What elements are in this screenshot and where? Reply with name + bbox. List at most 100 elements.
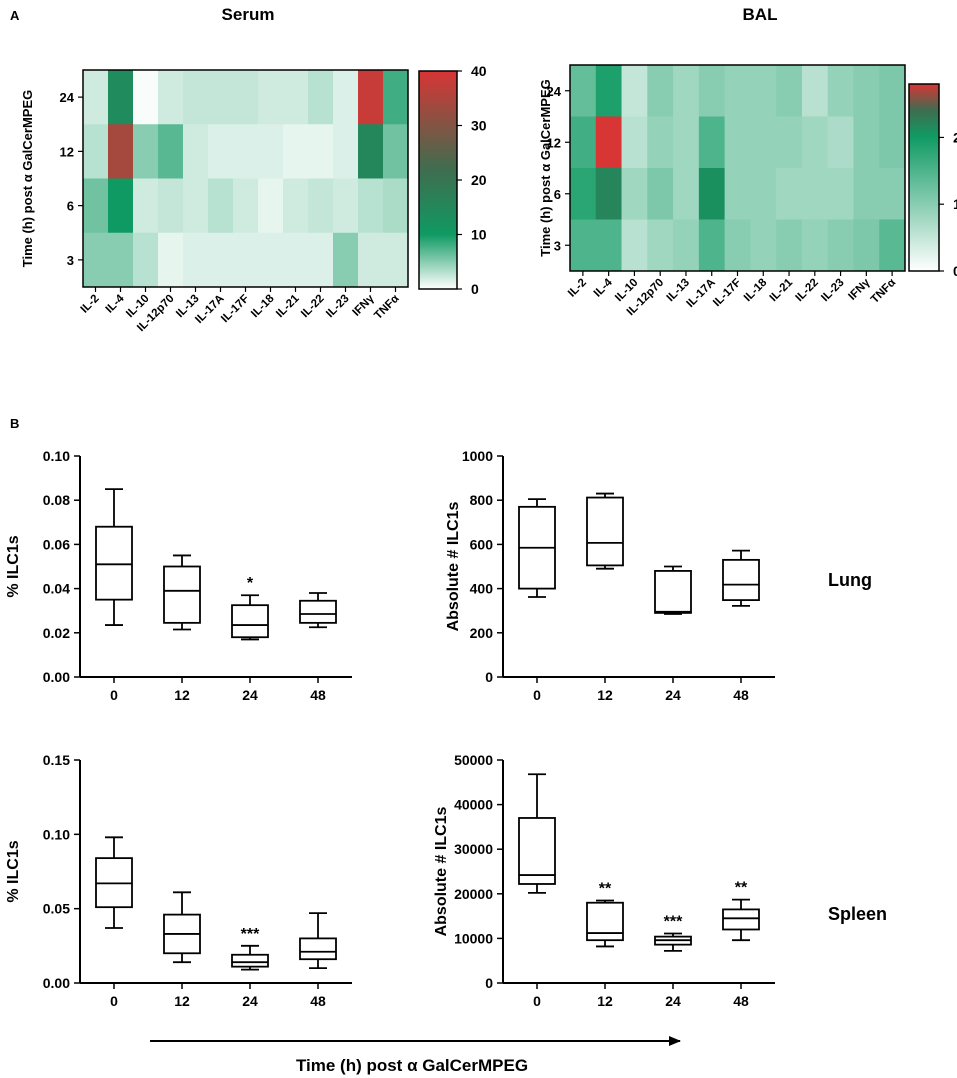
y-tick-label: 0.06 — [43, 536, 70, 552]
significance-marker: ** — [599, 880, 612, 897]
box — [518, 817, 556, 885]
x-tick-label: 48 — [310, 993, 326, 1009]
x-tick-label: IL-23 — [819, 277, 846, 304]
heatmap-cell — [776, 65, 803, 117]
spleen-absolute-boxplot: 0 10000 20000 30000 40000 50000 0 12 ** 24 *** 48 **… — [433, 752, 775, 1009]
colorbar-tick-label: 2 — [953, 129, 957, 145]
heatmap-cell — [698, 219, 726, 272]
heatmap-cell — [853, 219, 880, 272]
x-tick-label: 12 — [174, 687, 190, 703]
heatmap-cell — [647, 65, 674, 117]
y-tick-label: 200 — [470, 625, 494, 641]
x-tick-label: TNFα — [372, 293, 401, 322]
heatmap-cell — [827, 219, 854, 272]
x-tick-label: IL-2 — [566, 277, 589, 300]
y-axis-label: Absolute # ILC1s — [445, 502, 462, 632]
heatmap-cell — [333, 178, 359, 234]
heatmap-cell — [158, 124, 184, 179]
heatmap-cell — [801, 168, 829, 220]
y-tick-label: 10000 — [454, 930, 493, 946]
heatmap-cell — [283, 124, 309, 179]
significance-marker: * — [247, 575, 254, 592]
x-tick-label: IL-23 — [324, 293, 351, 320]
x-tick-label: 48 — [310, 687, 326, 703]
x-tick-label: TNFα — [869, 277, 898, 306]
heatmap-cell — [673, 116, 700, 169]
heatmap-cell — [673, 219, 700, 272]
y-axis-label: % ILC1s — [5, 840, 22, 902]
y-tick-label: 0.00 — [43, 669, 70, 685]
heatmap-cell — [133, 232, 159, 288]
box — [163, 565, 201, 624]
heatmap-cell — [776, 116, 803, 169]
x-tick-label: 0 — [533, 993, 541, 1009]
y-axis-label: Time (h) post α GalCerMPEG — [20, 90, 35, 268]
heatmap-cell — [233, 232, 259, 288]
heatmap-cell — [570, 168, 597, 220]
x-tick-label: 24 — [242, 993, 258, 1009]
y-tick-label: 400 — [470, 581, 494, 597]
heatmap-cell — [383, 178, 409, 234]
heatmap-cell — [776, 219, 803, 272]
heatmap-cell — [258, 124, 284, 179]
heatmap-cell — [133, 124, 159, 179]
heatmap-cell — [879, 219, 906, 272]
box — [299, 599, 337, 624]
heatmap-cell — [233, 124, 259, 179]
bottom-axis-label: Time (h) post α GalCerMPEG — [296, 1056, 528, 1075]
x-tick-label: 0 — [533, 687, 541, 703]
heatmap-cell — [108, 178, 134, 234]
heatmap-cell — [698, 116, 726, 169]
heatmap-cell — [724, 168, 751, 220]
x-tick-label: IL-18 — [742, 276, 770, 304]
heatmap-cell — [108, 70, 134, 125]
heatmap-cell — [595, 168, 622, 220]
y-tick-label: 40000 — [454, 797, 493, 813]
heatmap-cell — [208, 124, 234, 179]
y-tick-label: 0.10 — [43, 448, 70, 464]
heatmap-cell — [183, 178, 209, 234]
heatmap-cell — [570, 65, 597, 117]
y-tick-label: 50000 — [454, 752, 493, 768]
heatmap-cell — [258, 70, 284, 125]
heatmap-cell — [283, 232, 309, 288]
x-tick-label: IL-2 — [79, 293, 102, 316]
x-tick-label: 24 — [242, 687, 258, 703]
colorbar-tick-label: 0 — [953, 263, 957, 279]
heatmap-cell — [750, 219, 777, 272]
heatmap-cell — [621, 65, 648, 117]
x-tick-label: IL-17A — [685, 277, 718, 310]
heatmap-cell — [208, 70, 234, 125]
y-tick-label: 0.10 — [43, 826, 70, 842]
heatmap-cell — [750, 168, 777, 220]
x-tick-label: 0 — [110, 993, 118, 1009]
heatmap-cell — [801, 219, 829, 272]
x-tick-label: 48 — [733, 993, 749, 1009]
heatmap-cell — [647, 219, 674, 272]
heatmap-cell — [133, 178, 159, 234]
heatmap-cell — [333, 70, 359, 125]
significance-marker: *** — [664, 913, 683, 930]
heatmap-cell — [383, 124, 409, 179]
heatmap-cell — [158, 232, 184, 288]
heatmap-cell — [647, 168, 674, 220]
heatmap-cell — [158, 178, 184, 234]
y-tick-label: 30000 — [454, 841, 493, 857]
heatmap-cell — [308, 70, 334, 125]
heatmap-cell — [358, 124, 384, 179]
heatmap-cell — [673, 168, 700, 220]
heatmap-cell — [621, 116, 648, 169]
heatmap-cell — [595, 219, 622, 272]
x-tick-label: 0 — [110, 687, 118, 703]
heatmap-cell — [383, 232, 409, 288]
heatmap-cell — [827, 116, 854, 169]
heatmap-cell — [853, 65, 880, 117]
y-tick-label: 0.08 — [43, 492, 70, 508]
row-label-spleen: Spleen — [828, 904, 887, 924]
heatmap-cell — [724, 116, 751, 169]
heatmap-title: Serum — [222, 5, 275, 24]
x-tick-label: IL-21 — [768, 276, 796, 304]
heatmap-cell — [108, 232, 134, 288]
